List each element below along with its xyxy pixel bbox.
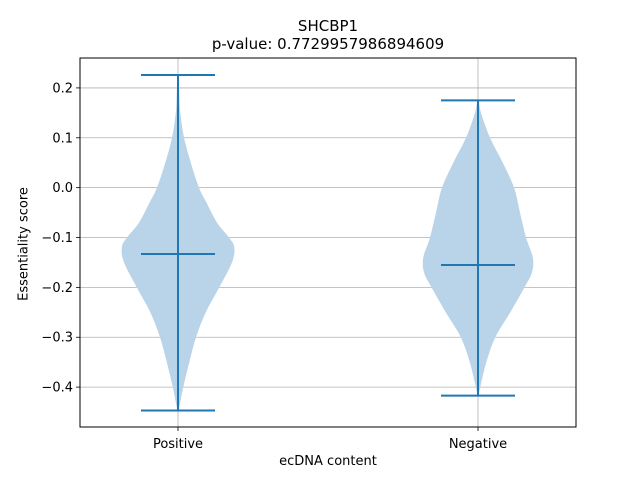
y-tick-label: −0.4 xyxy=(41,381,73,396)
axis-layer: −0.4 −0.3 −0.2 −0.1 0.0 0.1 0.2 Positive Negativ… xyxy=(41,81,507,452)
stat-layer xyxy=(141,73,515,412)
chart-subtitle: p-value: 0.7729957986894609 xyxy=(211,35,445,53)
y-tick-label: 0.0 xyxy=(52,181,73,196)
y-tick-label: 0.1 xyxy=(52,131,73,146)
y-tick-label: −0.3 xyxy=(41,331,73,346)
chart-title: SHCBP1 xyxy=(297,17,359,35)
y-tick-label: −0.1 xyxy=(41,231,73,246)
x-tick-label: Positive xyxy=(153,437,203,452)
y-tick-label: −0.2 xyxy=(41,281,73,296)
x-axis-label: ecDNA content xyxy=(279,454,377,469)
y-tick-label: 0.2 xyxy=(52,81,73,96)
x-tick-label: Negative xyxy=(449,437,507,452)
y-axis-label: Essentiality score xyxy=(16,187,32,301)
plot-frame xyxy=(79,57,577,428)
violin-layer xyxy=(121,73,534,411)
